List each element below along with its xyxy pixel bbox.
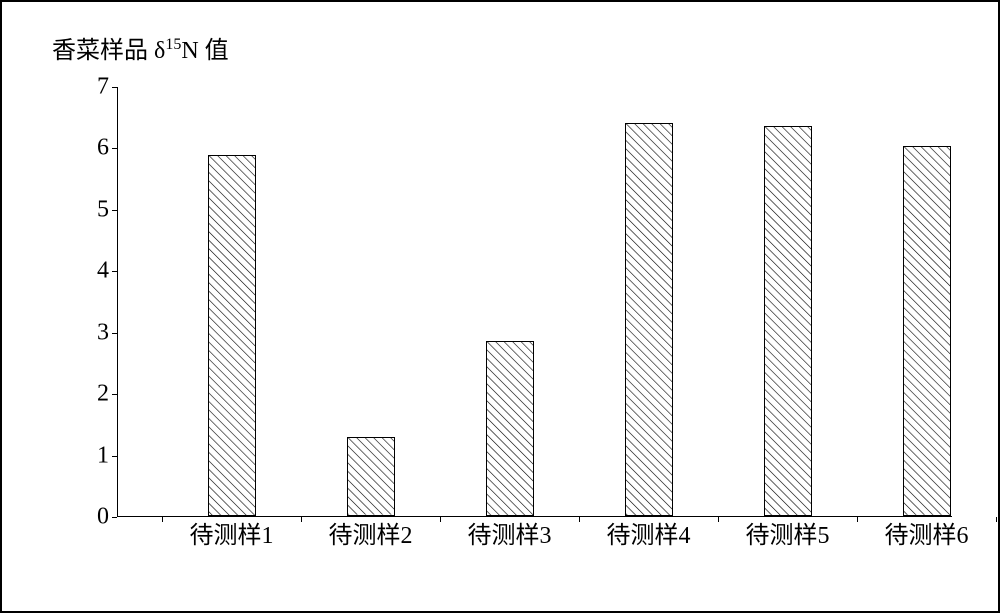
bar — [764, 126, 812, 516]
bar-hatch-pattern — [487, 342, 533, 515]
y-tick-mark — [112, 333, 117, 334]
y-tick-mark — [112, 271, 117, 272]
y-tick-label: 2 — [97, 381, 109, 408]
y-tick-label: 0 — [97, 504, 109, 531]
y-tick-label: 7 — [97, 74, 109, 101]
chart-area: 01234567待测样1待测样2待测样3待测样4待测样5待测样6 — [72, 57, 952, 557]
bar-hatch-pattern — [209, 156, 255, 515]
y-tick-mark — [112, 210, 117, 211]
x-tick-mark — [996, 517, 997, 522]
x-tick-label: 待测样2 — [329, 515, 413, 550]
y-tick-label: 5 — [97, 196, 109, 223]
bar-hatch-pattern — [626, 124, 672, 515]
chart-frame: 香菜样品 δ15N 值 01234567待测样1待测样2待测样3待测样4待测样5… — [0, 0, 1000, 613]
y-tick-mark — [112, 148, 117, 149]
bar — [903, 146, 951, 516]
x-tick-label: 待测样5 — [746, 515, 830, 550]
y-tick-label: 3 — [97, 319, 109, 346]
x-tick-mark — [579, 517, 580, 522]
y-tick-mark — [112, 87, 117, 88]
y-tick-label: 6 — [97, 135, 109, 162]
bar — [625, 123, 673, 516]
bar — [486, 341, 534, 516]
x-tick-label: 待测样3 — [468, 515, 552, 550]
y-tick-label: 1 — [97, 442, 109, 469]
x-tick-mark — [857, 517, 858, 522]
bar — [208, 155, 256, 516]
x-tick-mark — [301, 517, 302, 522]
x-tick-label: 待测样1 — [190, 515, 274, 550]
title-superscript: 15 — [165, 36, 181, 53]
y-tick-mark — [112, 456, 117, 457]
x-tick-mark — [162, 517, 163, 522]
y-tick-label: 4 — [97, 258, 109, 285]
y-axis — [117, 87, 118, 517]
y-tick-mark — [112, 394, 117, 395]
bar-hatch-pattern — [348, 438, 394, 515]
bar-hatch-pattern — [904, 147, 950, 515]
x-tick-mark — [440, 517, 441, 522]
bar-hatch-pattern — [765, 127, 811, 515]
plot-region: 01234567待测样1待测样2待测样3待测样4待测样5待测样6 — [117, 87, 952, 517]
bar — [347, 437, 395, 516]
x-tick-mark — [718, 517, 719, 522]
y-tick-mark — [112, 517, 117, 518]
x-tick-label: 待测样4 — [607, 515, 691, 550]
x-tick-label: 待测样6 — [885, 515, 969, 550]
